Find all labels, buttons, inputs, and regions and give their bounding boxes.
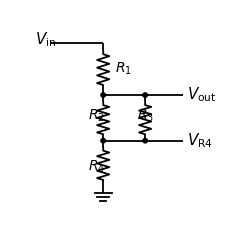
Circle shape [101,93,106,97]
Text: $R_2$: $R_2$ [88,108,105,124]
Text: $V_{\mathrm{R4}}$: $V_{\mathrm{R4}}$ [187,131,213,150]
Text: $R_3$: $R_3$ [137,108,154,124]
Circle shape [143,93,147,97]
Text: $V_{\mathrm{in}}$: $V_{\mathrm{in}}$ [34,30,56,49]
Text: $V_{\mathrm{out}}$: $V_{\mathrm{out}}$ [187,86,217,105]
Circle shape [143,138,147,143]
Circle shape [101,138,106,143]
Text: $R_4$: $R_4$ [88,159,105,175]
Text: $R_1$: $R_1$ [115,60,132,77]
